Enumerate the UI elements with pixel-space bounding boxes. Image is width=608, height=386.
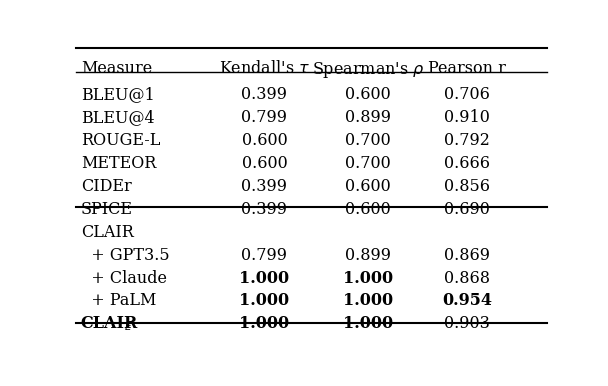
Text: 1.000: 1.000 [240,293,289,310]
Text: 0.899: 0.899 [345,109,391,126]
Text: CLAIR: CLAIR [81,224,134,241]
Text: 0.600: 0.600 [241,132,288,149]
Text: 0.799: 0.799 [241,247,288,264]
Text: 0.600: 0.600 [345,86,391,103]
Text: 0.792: 0.792 [444,132,490,149]
Text: CIDEr: CIDEr [81,178,131,195]
Text: METEOR: METEOR [81,155,156,172]
Text: BLEU@4: BLEU@4 [81,109,154,126]
Text: + Claude: + Claude [81,269,167,286]
Text: 0.399: 0.399 [241,178,288,195]
Text: SPICE: SPICE [81,201,133,218]
Text: 0.868: 0.868 [444,269,490,286]
Text: 0.399: 0.399 [241,86,288,103]
Text: 0.690: 0.690 [444,201,490,218]
Text: 0.666: 0.666 [444,155,490,172]
Text: 0.399: 0.399 [241,201,288,218]
Text: 0.869: 0.869 [444,247,490,264]
Text: Kendall's $\tau$: Kendall's $\tau$ [219,60,310,77]
Text: 0.600: 0.600 [345,178,391,195]
Text: + PaLM: + PaLM [81,293,156,310]
Text: Pearson r: Pearson r [428,60,506,77]
Text: + GPT3.5: + GPT3.5 [81,247,170,264]
Text: 0.700: 0.700 [345,132,391,149]
Text: 0.600: 0.600 [241,155,288,172]
Text: 1.000: 1.000 [240,315,289,332]
Text: BLEU@1: BLEU@1 [81,86,154,103]
Text: 0.706: 0.706 [444,86,490,103]
Text: Spearman's $\rho$: Spearman's $\rho$ [312,60,424,80]
Text: 0.856: 0.856 [444,178,490,195]
Text: 0.799: 0.799 [241,109,288,126]
Text: 1.000: 1.000 [343,269,393,286]
Text: 0.700: 0.700 [345,155,391,172]
Text: 1.000: 1.000 [343,315,393,332]
Text: $_{E}$: $_{E}$ [124,319,133,333]
Text: 0.600: 0.600 [345,201,391,218]
Text: 1.000: 1.000 [240,269,289,286]
Text: 0.899: 0.899 [345,247,391,264]
Text: 0.910: 0.910 [444,109,490,126]
Text: Measure: Measure [81,60,152,77]
Text: 1.000: 1.000 [343,293,393,310]
Text: 0.954: 0.954 [442,293,492,310]
Text: CLAIR: CLAIR [81,315,138,332]
Text: 0.903: 0.903 [444,315,490,332]
Text: ROUGE-L: ROUGE-L [81,132,160,149]
